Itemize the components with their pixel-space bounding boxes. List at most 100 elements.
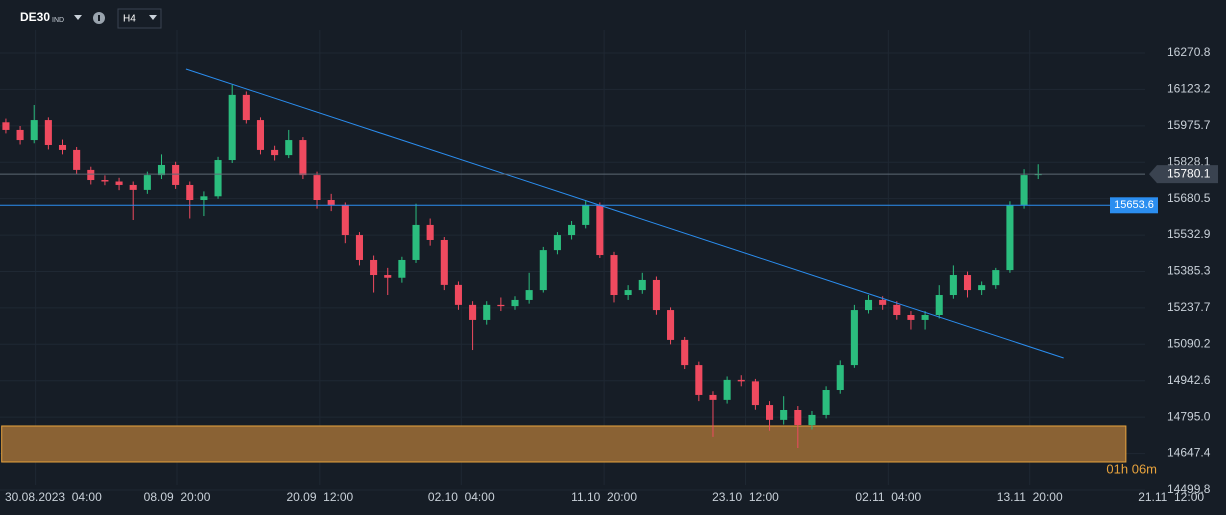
price-tag <box>1110 197 1158 214</box>
candle-body <box>440 239 448 285</box>
x-tick-label: 08.09 20:00 <box>144 490 211 504</box>
candle-body <box>242 94 250 121</box>
candle-body <box>963 275 972 291</box>
candle-body <box>341 204 349 236</box>
y-tick-label: 15680.5 <box>1167 191 1211 205</box>
candle-body <box>822 390 830 415</box>
candle-body <box>695 365 703 395</box>
candle-body <box>596 204 604 256</box>
candle-body <box>16 129 24 141</box>
x-tick-label: 11.10 20:00 <box>571 490 637 504</box>
y-tick-label: 15975.7 <box>1167 118 1211 132</box>
candle-body <box>398 259 406 278</box>
candle-body <box>723 379 731 400</box>
candle-body <box>978 285 986 291</box>
candle-body <box>228 94 236 161</box>
candle-body <box>864 299 873 311</box>
candle-body <box>172 164 180 185</box>
candle-body <box>780 409 788 420</box>
candle-body <box>327 200 335 205</box>
y-tick-label: 14795.0 <box>1167 409 1211 423</box>
candle-body <box>582 204 590 225</box>
x-tick-label: 02.10 04:00 <box>428 490 495 504</box>
y-tick-label: 15828.1 <box>1167 154 1211 168</box>
plot-area <box>0 68 1145 463</box>
candle-body <box>483 304 491 320</box>
y-tick-label: 14942.6 <box>1167 373 1211 387</box>
candle-body <box>568 224 576 236</box>
candle-body <box>1006 204 1014 271</box>
timeframe-box[interactable] <box>117 8 162 29</box>
price-tag <box>1149 165 1218 184</box>
candle-body <box>921 314 929 320</box>
candle-body <box>1020 175 1028 205</box>
candle-body <box>101 180 109 182</box>
candle-body <box>469 304 477 320</box>
symbol-dropdown[interactable] <box>74 15 82 20</box>
candle-body <box>157 164 166 176</box>
toolbar: DE30 IND H4 <box>20 8 162 29</box>
candle-body <box>384 275 392 278</box>
bar-countdown: 01h 06m <box>1106 461 1157 476</box>
candle-body <box>638 279 646 291</box>
symbol[interactable]: DE30 <box>20 10 50 24</box>
candle-body <box>2 122 10 130</box>
price-tag-label: 15653.6 <box>1114 199 1154 211</box>
x-tick-label: 02.11 04:00 <box>855 490 921 504</box>
candle-body <box>186 184 194 201</box>
x-tick-label: 30.08.2023 04:00 <box>5 490 102 504</box>
support-zone <box>1 425 1127 463</box>
timeframe[interactable]: H4 <box>123 14 136 25</box>
candle-body <box>751 381 759 406</box>
trend-line <box>185 68 1064 359</box>
candle-body <box>794 409 802 426</box>
candle-body <box>355 235 363 260</box>
candle-body <box>652 279 660 311</box>
candle-body <box>553 235 561 251</box>
candle-body <box>412 224 420 260</box>
candle-body <box>681 339 689 366</box>
candle-body <box>836 365 844 391</box>
candle-body <box>949 275 957 296</box>
y-tick-label: 15237.7 <box>1167 300 1211 314</box>
candle-body <box>667 310 675 340</box>
candle-body <box>893 304 901 315</box>
y-tick-label: 14647.4 <box>1167 446 1211 460</box>
candle-body <box>30 120 38 141</box>
y-tick-label: 15532.9 <box>1167 227 1211 241</box>
candle-body <box>624 290 632 296</box>
y-tick-label: 15090.2 <box>1167 336 1211 350</box>
candle-body <box>539 250 547 291</box>
candle-body <box>497 304 505 307</box>
price-axis: 16270.8 16123.2 15975.7 15828.1 15680.5 15532… <box>1145 0 1226 515</box>
y-tick-label: 16123.2 <box>1167 82 1211 96</box>
candle-body <box>850 310 858 366</box>
candle-body <box>610 255 618 296</box>
axis-panel <box>1145 0 1226 515</box>
candle-body <box>525 290 533 300</box>
candle-body <box>737 379 745 382</box>
market: IND <box>52 17 64 24</box>
y-tick-label: 15385.3 <box>1167 264 1211 278</box>
candle-body <box>709 394 717 400</box>
candle-body <box>299 140 307 176</box>
x-tick-label: 13.11 20:00 <box>997 490 1063 504</box>
candle-body <box>766 405 774 420</box>
timeframe-dropdown[interactable] <box>149 15 157 20</box>
candle-body <box>143 175 151 190</box>
candle-body <box>992 270 1000 286</box>
candle-body <box>935 295 943 315</box>
candle-body <box>200 196 208 201</box>
candle-body <box>129 184 137 190</box>
candle-body <box>115 181 123 185</box>
candle-body <box>256 120 265 150</box>
candle-body <box>87 169 95 181</box>
candle-body <box>271 149 279 156</box>
candle-body <box>511 299 519 307</box>
candle-body <box>214 160 222 197</box>
x-tick-label: 23.10 12:00 <box>712 490 779 504</box>
candle-body <box>370 259 378 276</box>
candle-body <box>454 284 462 305</box>
